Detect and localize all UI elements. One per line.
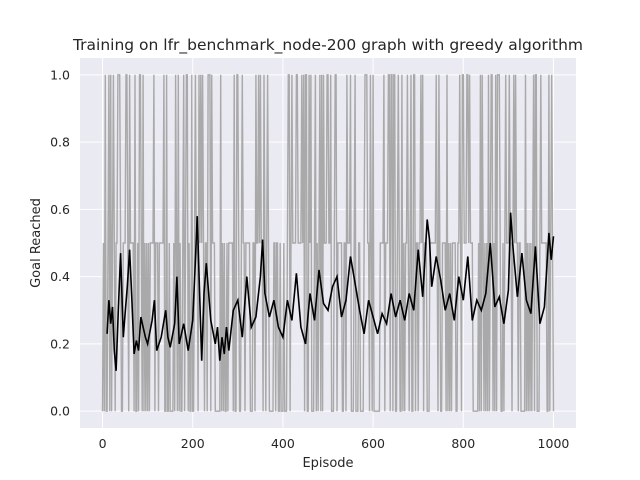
y-tick-label: 1.0 [50, 67, 70, 82]
x-axis-label: Episode [302, 456, 353, 471]
y-tick-label: 0.0 [50, 404, 70, 419]
x-tick-label: 1000 [538, 436, 570, 451]
x-tick-label: 400 [271, 436, 295, 451]
y-tick-label: 0.4 [50, 269, 70, 284]
x-tick-label: 200 [181, 436, 205, 451]
y-tick-label: 0.2 [50, 336, 70, 351]
smoothed-series [106, 212, 555, 371]
x-tick-label: 800 [451, 436, 475, 451]
y-tick-label: 0.6 [50, 202, 70, 217]
smoothed-series-line [106, 212, 555, 371]
x-tick-label: 600 [361, 436, 385, 451]
y-axis-label: Goal Reached [29, 198, 44, 288]
chart-title: Training on lfr_benchmark_node-200 graph… [72, 36, 583, 55]
y-ticks: 0.0 0.2 0.4 0.6 0.8 1.0 [50, 67, 70, 418]
x-ticks: 0 200 400 600 800 1000 [99, 436, 570, 451]
x-tick-label: 0 [99, 436, 107, 451]
y-tick-label: 0.8 [50, 135, 70, 150]
